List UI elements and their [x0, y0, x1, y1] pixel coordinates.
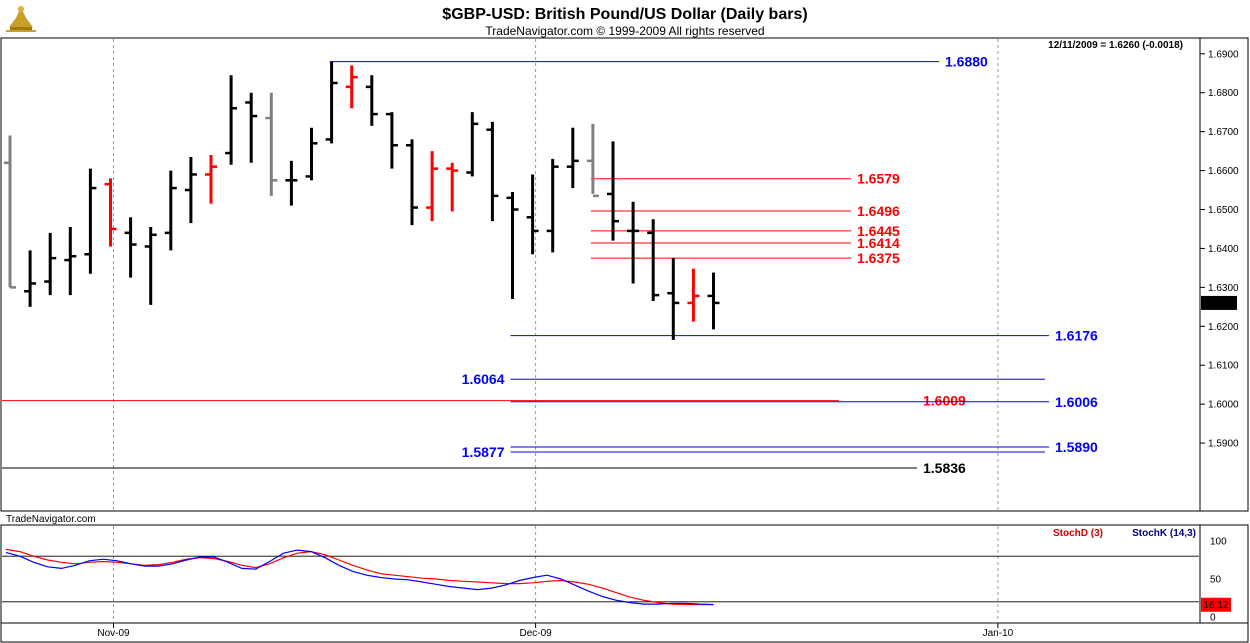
ohlc-bar [426, 151, 439, 222]
ohlc-bar [446, 162, 459, 212]
ohlc-bar [305, 127, 318, 181]
price-bars [4, 61, 720, 340]
ohlc-bar [667, 258, 680, 340]
price-tick-label: 1.6300 [1208, 283, 1239, 294]
logo-icon [6, 4, 36, 34]
level-label: 1.5890 [1055, 439, 1098, 455]
ohlc-bar [486, 121, 499, 222]
ohlc-bar [627, 201, 640, 284]
ohlc-bar [124, 217, 137, 278]
level-label: 1.5877 [462, 444, 505, 460]
price-tick-label: 1.6900 [1208, 49, 1239, 60]
price-tick-label: 1.6000 [1208, 400, 1239, 411]
ohlc-bar [466, 112, 479, 177]
price-axis-ticks: 1.6900 1.6800 1.6700 1.6600 1.6500 1.6400 1.63… [1200, 49, 1239, 450]
price-tick-label: 1.5900 [1208, 439, 1239, 450]
legend-stoch-d: StochD (3) [1053, 528, 1103, 539]
price-tick-label: 1.6600 [1208, 166, 1239, 177]
ohlc-bar [406, 139, 418, 226]
stoch-last-marker [1201, 597, 1231, 612]
ohlc-bar [707, 272, 720, 330]
ohlc-bar [325, 61, 338, 144]
level-label: 1.6009 [923, 393, 966, 409]
ohlc-bar [184, 156, 197, 224]
level-label: 1.6880 [945, 54, 988, 70]
ohlc-bar [24, 250, 37, 307]
last-price-label: 1.6260 [1204, 298, 1235, 309]
ohlc-bar [205, 155, 217, 204]
ohlc-bar [265, 92, 278, 196]
level-label: 1.6445 [857, 223, 900, 239]
date-axis [0, 622, 1249, 643]
grid [113, 39, 999, 622]
indicator-pane [0, 524, 1201, 624]
ohlc-bar [566, 127, 579, 189]
price-readout: 12/11/2009 = 1.6260 (-0.0018) [1048, 40, 1183, 51]
ohlc-bar [84, 168, 97, 274]
price-pane [0, 37, 1201, 512]
stoch-tick-label: 50 [1210, 575, 1222, 586]
ohlc-bar [4, 135, 16, 289]
ohlc-bar [104, 178, 117, 247]
level-label: 1.5836 [923, 460, 966, 476]
ohlc-bar [546, 158, 559, 253]
ohlc-bar [164, 170, 177, 251]
date-tick-label: Dec-09 [519, 628, 552, 639]
date-tick-label: Nov-09 [97, 628, 130, 639]
stoch-k-line [5, 549, 714, 606]
ohlc-bar [225, 75, 238, 165]
ohlc-bar [526, 174, 539, 255]
date-tick-label: Jan-10 [983, 628, 1014, 639]
price-tick-label: 1.6700 [1208, 127, 1239, 138]
ohlc-bar [506, 191, 519, 300]
stoch-last-label: 16.12 [1203, 600, 1228, 611]
level-label: 1.6006 [1055, 394, 1098, 410]
level-label: 1.6064 [462, 371, 505, 387]
ohlc-bar [345, 65, 358, 109]
chart-subtitle: TradeNavigator.com © 1999-2009 All right… [485, 24, 764, 38]
stoch-tick-label: 100 [1210, 537, 1227, 548]
level-label: 1.6496 [857, 203, 900, 219]
ohlc-bar [586, 123, 599, 198]
price-tick-label: 1.6800 [1208, 88, 1239, 99]
price-tick-label: 1.6400 [1208, 244, 1239, 255]
price-tick-label: 1.6500 [1208, 205, 1239, 216]
last-price-marker [1201, 295, 1237, 310]
level-label: 1.6579 [857, 171, 900, 187]
ohlc-bar [44, 232, 57, 296]
ohlc-bar [385, 112, 398, 169]
price-tick-label: 1.6100 [1208, 361, 1239, 372]
ohlc-bar [144, 227, 157, 305]
ohlc-bar [64, 227, 77, 296]
stoch-d-line [5, 548, 714, 606]
ohlc-bar [607, 141, 619, 241]
ohlc-bar [365, 75, 378, 126]
level-label: 1.6414 [857, 235, 900, 251]
legend-stoch-k: StochK (14,3) [1132, 528, 1196, 539]
ohlc-bar [687, 268, 700, 322]
watermark: TradeNavigator.com [6, 514, 96, 525]
price-tick-label: 1.6200 [1208, 322, 1239, 333]
date-axis-ticks: Nov-09 Dec-09 Jan-10 [97, 623, 1014, 639]
price-axis [1199, 37, 1249, 512]
ohlc-bar [245, 92, 258, 163]
level-label: 1.6375 [857, 250, 900, 266]
ohlc-bar [285, 160, 298, 206]
level-label: 1.6176 [1055, 328, 1098, 344]
stochastic-lines: 100 50 0 16.12 [2, 537, 1231, 624]
stoch-tick-label: 0 [1210, 613, 1216, 624]
ohlc-bar [647, 219, 660, 301]
chart-title: $GBP-USD: British Pound/US Dollar (Daily… [442, 6, 807, 23]
